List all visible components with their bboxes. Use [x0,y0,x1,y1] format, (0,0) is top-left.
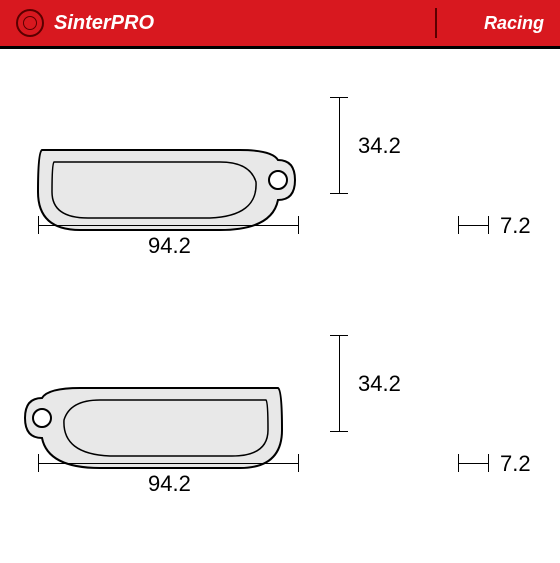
height-value-1: 34.2 [358,133,401,159]
category-label: Racing [484,13,544,34]
header-wrap: SinterPRO Racing [0,0,560,49]
pad-row-1: 34.2 94.2 7.2 [20,85,540,295]
brand-name: SinterPRO [54,12,154,35]
header-bar: SinterPRO Racing [0,0,560,46]
diagram-area: 34.2 94.2 7.2 [0,49,560,563]
container: SinterPRO Racing 34.2 [0,0,560,560]
thickness-value-1: 7.2 [500,213,531,239]
brake-pad-front-view [20,130,300,250]
header-divider [435,8,437,38]
thickness-value-2: 7.2 [500,451,531,477]
height-value-2: 34.2 [358,371,401,397]
width-value-1: 94.2 [148,233,191,259]
pad-row-2: 34.2 94.2 7.2 [20,323,540,533]
width-value-2: 94.2 [148,471,191,497]
brake-pad-front-view-2 [20,368,300,488]
brand-logo-icon [16,9,44,37]
header-left: SinterPRO [16,9,154,37]
